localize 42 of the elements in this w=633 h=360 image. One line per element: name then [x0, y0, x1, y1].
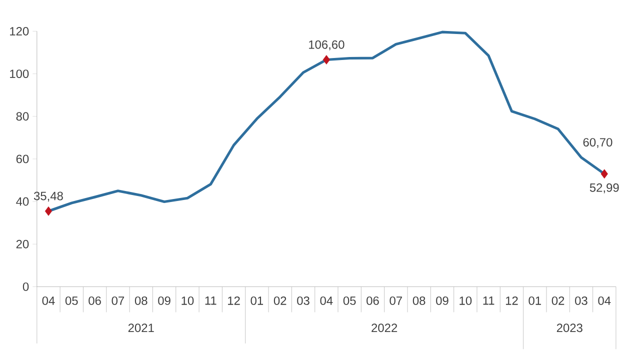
y-tick-label: 80	[16, 112, 29, 120]
x-tick-label: 02	[274, 296, 286, 305]
y-tick-label: 100	[10, 69, 29, 78]
x-tick-label: 11	[205, 296, 216, 304]
y-tick-label: 20	[16, 240, 29, 248]
x-tick-label: 01	[250, 296, 264, 305]
x-tick-label: 11	[483, 296, 494, 304]
point	[44, 206, 52, 216]
data-label: 35,48	[34, 192, 63, 202]
data-label: 60,70	[583, 138, 612, 148]
x-tick-label: 03	[575, 296, 588, 305]
x-tick-label: 04	[598, 296, 611, 305]
x-tick-label: 09	[158, 296, 170, 305]
y-tick-label: 0	[22, 282, 29, 291]
text: 2022	[372, 323, 398, 332]
x-tick-label: 02	[552, 296, 564, 305]
x-tick-label: 08	[134, 296, 148, 305]
point	[322, 54, 330, 64]
text: 2021	[128, 323, 154, 332]
text: 2023	[556, 323, 582, 332]
x-tick-label: 12	[228, 296, 240, 305]
x-tick-label: 06	[366, 296, 379, 305]
x-tick-label: 06	[88, 296, 101, 305]
x-tick-label: 12	[506, 296, 518, 305]
x-tick-label: 09	[436, 296, 448, 305]
x-tick-label: 07	[112, 296, 124, 305]
x-tick-label: 01	[528, 296, 541, 305]
x-tick-label: 07	[390, 296, 402, 305]
y-tick-label: 40	[16, 197, 29, 206]
y-tick-label: 60	[16, 154, 29, 163]
x-tick-label: 10	[182, 296, 194, 305]
x-tick-label: 04	[320, 296, 333, 305]
data-label: 106,60	[309, 40, 344, 50]
x-tick-label: 04	[42, 296, 55, 305]
x-tick-label: 08	[412, 296, 426, 305]
x-tick-label: 05	[65, 296, 78, 305]
x-tick-label: 10	[460, 296, 472, 305]
point	[600, 168, 608, 178]
data-label: 52,99	[590, 183, 619, 194]
y-tick-label: 120	[10, 26, 29, 36]
x-tick-label: 05	[343, 296, 356, 305]
x-tick-label: 03	[297, 296, 310, 305]
